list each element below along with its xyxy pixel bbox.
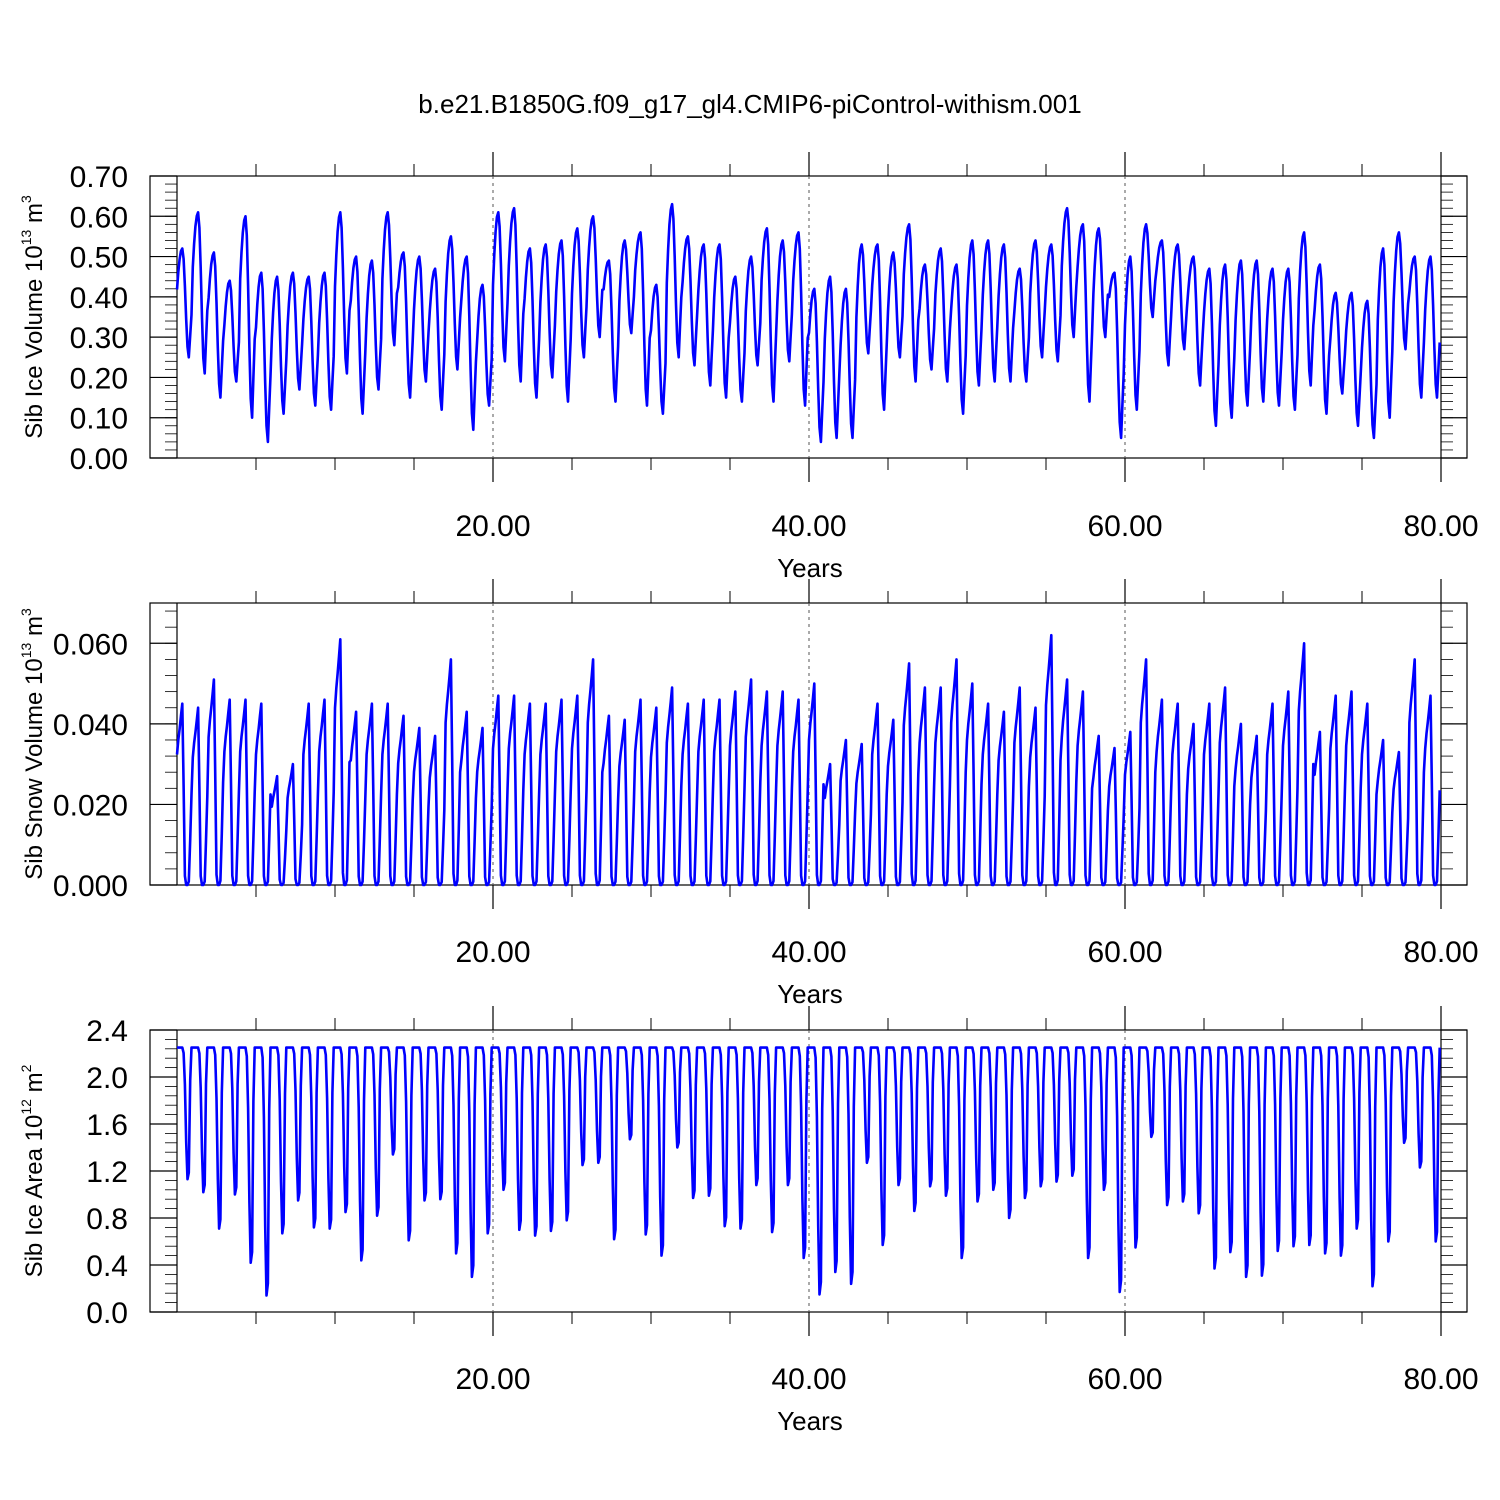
x-tick-label: 80.00	[1403, 510, 1478, 543]
series-line	[175, 202, 1441, 444]
x-tick-label: 20.00	[455, 936, 530, 969]
y-tick-label: 0.70	[70, 161, 128, 194]
y-tick-label: 0.10	[70, 403, 128, 436]
y-tick-label: 0.4	[86, 1250, 128, 1283]
x-tick-label: 40.00	[771, 1363, 846, 1396]
x-tick-label: 20.00	[455, 1363, 530, 1396]
x-axis-label: Years	[777, 1406, 843, 1436]
y-tick-label: 0.60	[70, 201, 128, 234]
panel-1: 20.00 40.00 60.00 80.00 0.00 0.10 0.20 0.30 0.40…	[18, 152, 1479, 583]
x-tick-label: 80.00	[1403, 936, 1478, 969]
x-tick-label: 60.00	[1087, 1363, 1162, 1396]
y-tick-label: 0.50	[70, 242, 128, 275]
y-axis-label: Sib Snow Volume 1013 m3	[18, 608, 48, 880]
y-tick-label: 0.30	[70, 322, 128, 355]
y-axis-label: Sib Ice Area 1012 m2	[18, 1064, 48, 1277]
y-tick-label: 0.0	[86, 1297, 128, 1330]
y-tick-label: 2.4	[86, 1015, 128, 1048]
y-tick-label: 0.8	[86, 1203, 128, 1236]
panel-2: 20.00 40.00 60.00 80.00 0.000 0.020 0.040 0.060…	[18, 579, 1479, 1009]
x-tick-label: 40.00	[771, 510, 846, 543]
x-tick-label: 60.00	[1087, 510, 1162, 543]
figure-title: b.e21.B1850G.f09_g17_gl4.CMIP6-piControl…	[418, 89, 1081, 119]
y-tick-label: 0.020	[53, 789, 128, 822]
x-tick-label: 20.00	[455, 510, 530, 543]
y-tick-label: 2.0	[86, 1062, 128, 1095]
y-tick-label: 0.20	[70, 362, 128, 395]
x-axis-label: Years	[777, 553, 843, 583]
series-line	[175, 633, 1441, 887]
panel-3: 20.00 40.00 60.00 80.00 0.0 0.4 0.8 1.2 1.6 2.0 2.…	[18, 1006, 1479, 1436]
series-line	[177, 1046, 1441, 1297]
y-tick-label: 0.00	[70, 443, 128, 476]
y-axis-label: Sib Ice Volume 1013 m3	[18, 195, 48, 439]
x-tick-label: 40.00	[771, 936, 846, 969]
x-tick-label: 80.00	[1403, 1363, 1478, 1396]
y-tick-label: 0.040	[53, 709, 128, 742]
y-tick-label: 0.000	[53, 870, 128, 903]
x-axis-label: Years	[777, 979, 843, 1009]
y-tick-label: 1.6	[86, 1109, 128, 1142]
y-tick-label: 1.2	[86, 1156, 128, 1189]
y-tick-label: 0.40	[70, 282, 128, 315]
x-tick-label: 60.00	[1087, 936, 1162, 969]
y-tick-label: 0.060	[53, 628, 128, 661]
